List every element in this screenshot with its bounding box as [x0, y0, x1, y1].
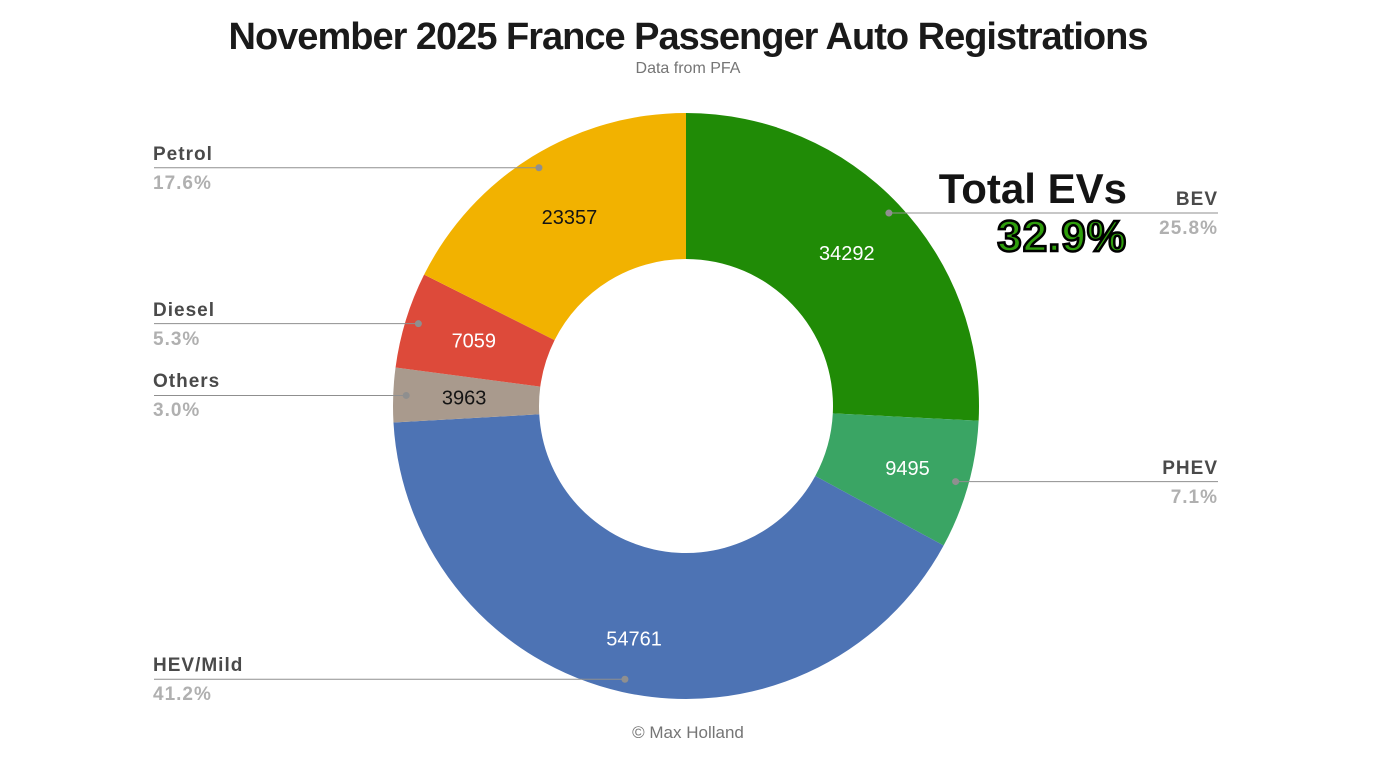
callout-hev-mild-pct: 41.2%: [153, 684, 212, 705]
value-label-others: 3963: [442, 388, 487, 410]
total-evs-pct: 32.9%: [996, 212, 1127, 261]
segment-bev: [686, 113, 979, 421]
value-label-hev-mild: 54761: [606, 628, 662, 650]
leader-dot-others: [402, 391, 410, 399]
chart-subtitle: Data from PFA: [635, 60, 741, 77]
segment-hev-mild: [393, 414, 944, 699]
value-label-diesel: 7059: [452, 331, 497, 353]
callout-diesel-pct: 5.3%: [153, 329, 201, 350]
callout-bev-pct: 25.8%: [1159, 218, 1218, 239]
chart-title: November 2025 France Passenger Auto Regi…: [228, 16, 1149, 58]
callout-diesel: Diesel 5.3%: [153, 299, 215, 352]
leader-dot-diesel: [414, 320, 422, 328]
value-label-petrol: 23357: [542, 207, 598, 229]
callout-petrol-pct: 17.6%: [153, 173, 212, 194]
callout-petrol: Petrol 17.6%: [153, 143, 213, 196]
callout-diesel-label: Diesel: [153, 300, 215, 321]
value-label-phev: 9495: [885, 458, 930, 480]
segment-phev: [815, 413, 979, 546]
total-evs-label: Total EVs: [938, 165, 1127, 212]
leader-dot-hev-mild: [621, 675, 629, 683]
total-evs-annotation: Total EVs 32.9%: [938, 165, 1128, 261]
callout-hev-mild-label: HEV/Mild: [153, 655, 244, 676]
leader-dot-petrol: [535, 164, 543, 172]
callout-petrol-label: Petrol: [153, 144, 213, 165]
segment-others: [393, 367, 541, 423]
callout-others-pct: 3.0%: [153, 400, 201, 421]
callout-phev-label: PHEV: [1162, 458, 1218, 479]
segment-petrol: [424, 113, 686, 341]
callout-bev: BEV 25.8%: [1159, 188, 1218, 241]
callout-phev-pct: 7.1%: [1170, 487, 1218, 508]
segment-diesel: [395, 274, 555, 387]
callout-others-label: Others: [153, 371, 221, 392]
callout-phev: PHEV 7.1%: [1162, 457, 1218, 510]
callout-bev-label: BEV: [1175, 189, 1218, 210]
leader-dot-bev: [885, 209, 893, 217]
leader-dot-phev: [952, 478, 960, 486]
callout-hev-mild: HEV/Mild 41.2%: [153, 654, 243, 707]
credit: © Max Holland: [632, 723, 744, 742]
callout-others: Others 3.0%: [153, 370, 220, 423]
value-label-bev: 34292: [819, 243, 875, 265]
